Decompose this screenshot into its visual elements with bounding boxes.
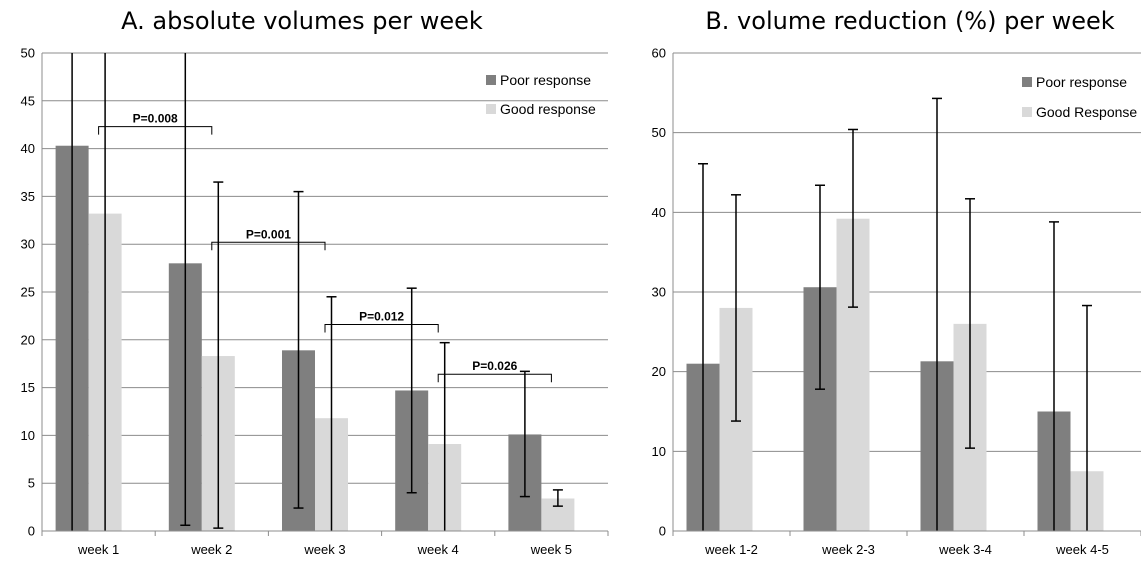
- x-tick-label: week 2-3: [821, 542, 875, 557]
- y-tick-label: 15: [21, 380, 35, 395]
- chart-0: A. absolute volumes per week 0 5 10 15 20 25 30…: [21, 7, 609, 557]
- y-tick-label: 5: [28, 476, 35, 491]
- legend-label: Good Response: [1036, 104, 1137, 120]
- y-tick-label: 25: [21, 285, 35, 300]
- y-tick-label: 10: [21, 428, 35, 443]
- significance-bracket: [324, 324, 439, 333]
- y-tick-label: 0: [659, 524, 666, 539]
- y-tick-label: 20: [652, 364, 666, 379]
- legend-swatch: [1022, 107, 1032, 117]
- y-tick-label: 40: [21, 141, 35, 156]
- p-value-label: P=0.012: [359, 310, 404, 324]
- p-value-label: P=0.008: [133, 112, 178, 126]
- y-tick-label: 45: [21, 93, 35, 108]
- x-tick-label: week 4-5: [1055, 542, 1109, 557]
- x-tick-label: week 3-4: [938, 542, 992, 557]
- y-tick-label: 60: [652, 46, 666, 61]
- y-tick-label: 50: [21, 46, 35, 61]
- y-tick-label: 30: [652, 285, 666, 300]
- significance-bracket: [98, 126, 213, 135]
- x-tick-label: week 1: [77, 542, 119, 557]
- significance-bracket: [437, 373, 552, 383]
- y-tick-label: 0: [28, 524, 35, 539]
- x-tick-label: week 2: [190, 542, 232, 557]
- chart-title: A. absolute volumes per week: [121, 7, 483, 35]
- x-tick-label: week 5: [530, 542, 572, 557]
- legend-label: Poor response: [500, 72, 591, 88]
- y-tick-label: 20: [21, 332, 35, 347]
- chart-1: B. volume reduction (%) per week 0 10 20 30 4…: [652, 7, 1141, 557]
- legend-swatch: [486, 104, 496, 114]
- significance-bracket: [211, 241, 326, 251]
- x-tick-label: week 1-2: [704, 542, 758, 557]
- p-value-label: P=0.001: [246, 227, 291, 241]
- x-tick-label: week 4: [417, 542, 459, 557]
- legend-label: Poor response: [1036, 74, 1127, 90]
- y-tick-label: 35: [21, 189, 35, 204]
- p-value-label: P=0.026: [472, 359, 517, 373]
- legend-swatch: [486, 75, 496, 85]
- x-tick-label: week 3: [303, 542, 345, 557]
- y-tick-label: 50: [652, 125, 666, 140]
- y-tick-label: 30: [21, 237, 35, 252]
- chart-title: B. volume reduction (%) per week: [705, 7, 1114, 35]
- legend-swatch: [1022, 77, 1032, 87]
- y-tick-label: 10: [652, 444, 666, 459]
- y-tick-label: 40: [652, 205, 666, 220]
- legend-label: Good response: [500, 101, 596, 117]
